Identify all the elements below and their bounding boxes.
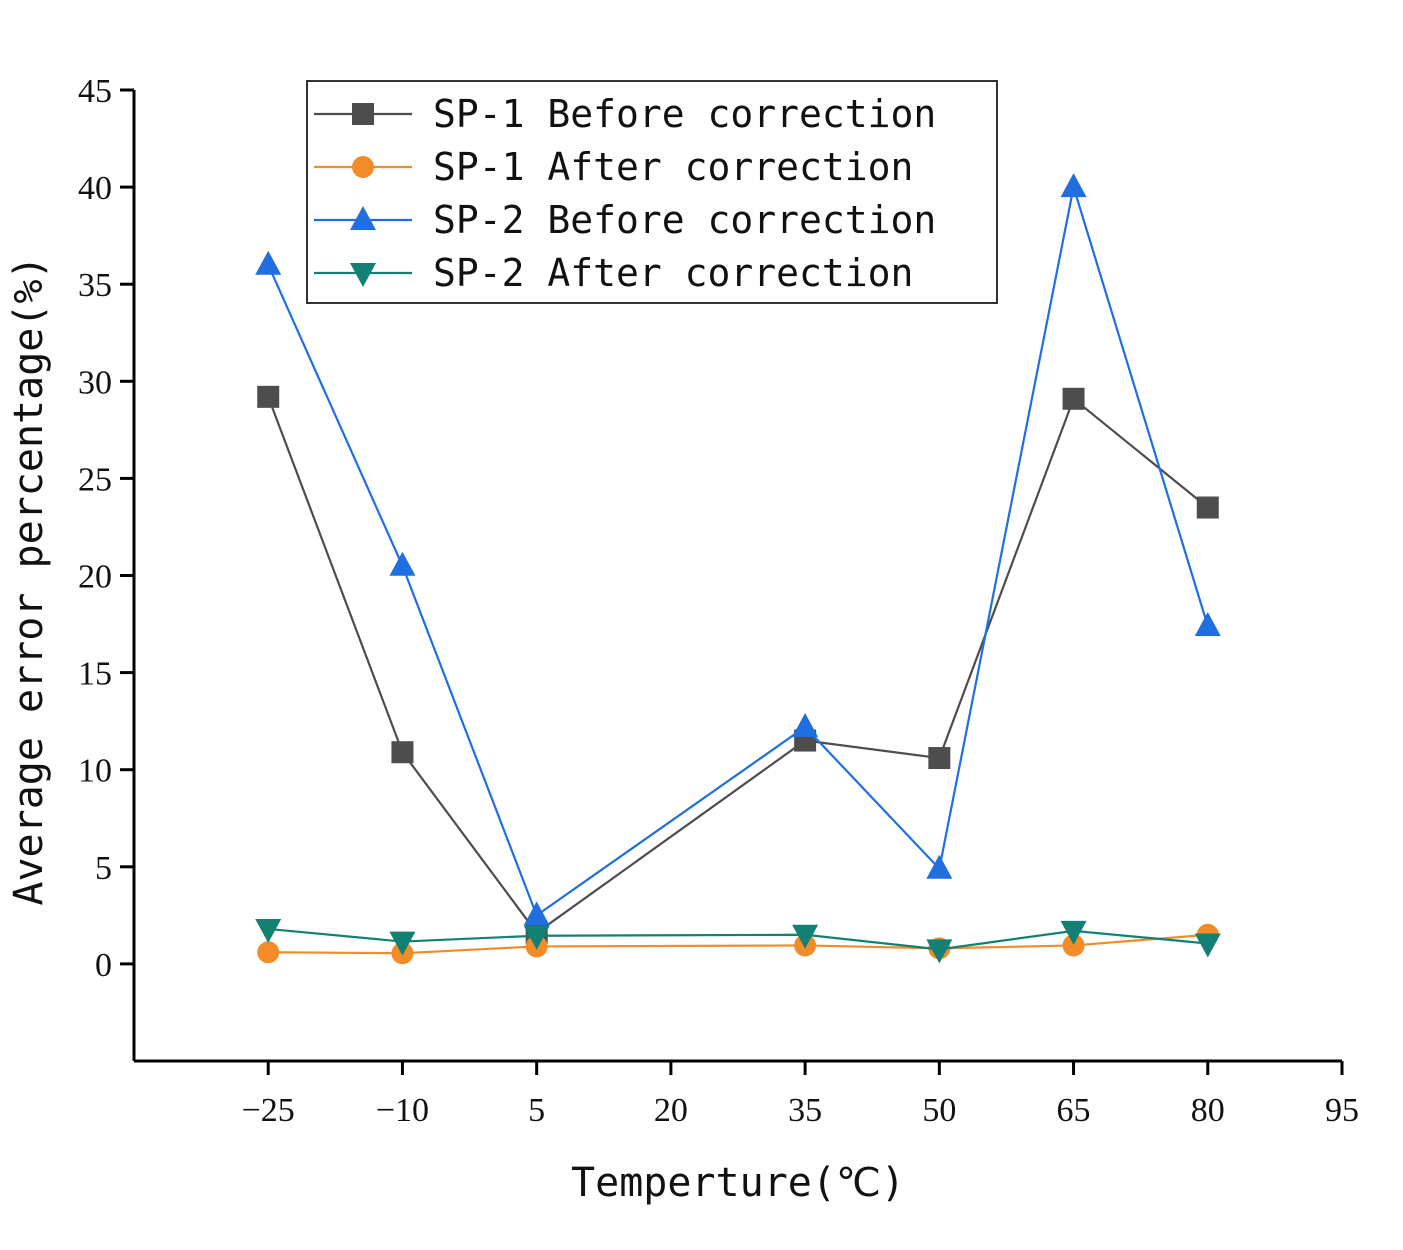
data-point xyxy=(1194,933,1221,958)
legend-marker xyxy=(352,156,374,178)
data-point xyxy=(1196,496,1219,519)
y-axis-title: Average error percentage(%) xyxy=(6,255,52,905)
data-point xyxy=(255,918,282,943)
y-tick-label: 20 xyxy=(78,559,112,596)
data-point xyxy=(389,931,416,956)
legend-marker xyxy=(352,103,374,125)
x-tick-label: 20 xyxy=(654,1092,688,1129)
axes: 0 5 10 15 20 25 30 35 40 45 −25 −10 5 20 35 50 65 80 95 xyxy=(78,73,1359,1129)
data-point xyxy=(1062,387,1085,410)
y-tick-label: 30 xyxy=(78,364,112,401)
x-tick-label: 50 xyxy=(922,1092,956,1129)
data-point xyxy=(928,747,951,770)
data-point xyxy=(1060,920,1087,945)
data-point xyxy=(391,741,414,764)
y-tick-label: 10 xyxy=(78,753,112,790)
x-tick-label: −10 xyxy=(376,1092,429,1129)
data-point xyxy=(1062,934,1085,957)
y-tick-label: 15 xyxy=(78,656,112,693)
data-point xyxy=(257,385,280,408)
x-axis-title: Temperture(℃) xyxy=(571,1160,905,1206)
data-point xyxy=(389,551,416,576)
series-layer xyxy=(255,173,1221,965)
x-tick-label: 80 xyxy=(1191,1092,1225,1129)
data-point xyxy=(926,939,953,964)
x-tick-label: 35 xyxy=(788,1092,822,1129)
y-tick-label: 25 xyxy=(78,461,112,498)
data-point xyxy=(523,901,550,926)
data-point xyxy=(1194,611,1221,636)
y-tick-label: 45 xyxy=(78,73,112,110)
legend-box xyxy=(306,80,998,304)
legend-label: SP-1 After correction xyxy=(433,145,913,189)
series-line xyxy=(267,396,1209,935)
series-1 xyxy=(257,385,1219,944)
y-tick-label: 0 xyxy=(95,947,112,984)
data-point xyxy=(255,250,282,275)
legend-marker xyxy=(350,206,376,230)
legend: SP-1 Before correction SP-1 After correct… xyxy=(306,80,998,304)
x-tick-label: 5 xyxy=(528,1092,545,1129)
y-tick-label: 5 xyxy=(95,850,112,887)
legend-label: SP-2 Before correction xyxy=(433,198,936,242)
data-point xyxy=(792,712,819,737)
y-tick-label: 40 xyxy=(78,170,112,207)
legend-marker xyxy=(350,263,376,287)
x-tick-label: 95 xyxy=(1325,1092,1359,1129)
legend-label: SP-2 After correction xyxy=(433,251,913,295)
data-point xyxy=(792,924,819,949)
data-point xyxy=(926,854,953,879)
legend-label: SP-1 Before correction xyxy=(433,92,936,136)
y-tick-label: 35 xyxy=(78,267,112,304)
series-3 xyxy=(255,173,1221,926)
x-tick-label: 65 xyxy=(1057,1092,1091,1129)
x-tick-label: −25 xyxy=(242,1092,295,1129)
series-4 xyxy=(255,918,1221,964)
data-point xyxy=(523,925,550,950)
data-point xyxy=(1060,173,1087,198)
data-point xyxy=(257,941,280,964)
